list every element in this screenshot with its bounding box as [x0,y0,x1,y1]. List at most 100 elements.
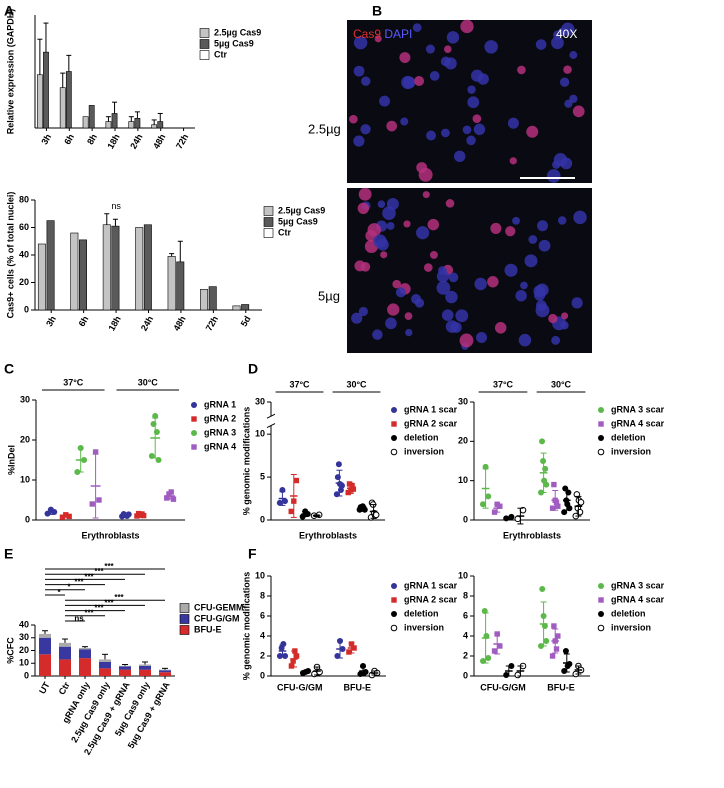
data-point [170,496,177,502]
data-point [281,498,288,505]
cell [460,19,474,34]
bar [70,232,79,311]
cell [552,160,561,169]
cell [518,333,532,347]
cell [472,114,482,124]
cell [569,51,578,59]
bar-segment [139,669,151,676]
x-tick-label: BFU-E [547,682,575,692]
legend-label: gRNA 3 scar [611,580,665,590]
y-tick-label: 0 [463,514,468,524]
data-point [140,512,147,519]
chart-panel: 0 10 20 30 Erythroblasts 37°C 30°C gRNA 3 scar g… [458,379,665,540]
panel-letter: B [372,3,382,19]
cell [438,266,447,275]
legend-marker [598,421,604,427]
comparison-label: *** [104,598,114,607]
data-point [346,649,352,655]
cell [351,312,363,324]
data-point [276,499,283,506]
cell [372,329,383,340]
y-tick-label: 30 [255,396,265,406]
legend-swatch [263,228,274,238]
axis-break [266,423,276,429]
y-tick-label: 8 [260,590,265,600]
comparison-label: *** [94,567,104,576]
cell [416,226,430,240]
legend-label: CFU-G/GM [194,613,240,623]
legend-marker [191,402,197,408]
data-point [164,495,170,501]
y-tick-label: 60 [19,222,29,232]
x-tick-label: BFU-E [344,682,372,692]
x-tick-label: Ctr [57,680,72,697]
y-tick-label: 0 [463,670,468,680]
cell [524,254,538,268]
y-axis-label: Cas9+ cells (% of total nuclei) [5,192,15,319]
y-tick-label: 4 [463,630,468,640]
data-point [549,505,556,511]
cell [476,332,488,344]
group-label: 30°C [551,379,572,389]
cell [557,216,567,225]
y-tick-label: 0 [25,514,30,524]
cell [509,157,517,165]
cell [572,105,585,118]
bar-segment [59,642,71,647]
y-tick-label: 0 [24,304,29,314]
chart-panel: C 0 10 20 30 %InDel Erythroblasts 37°C 30°C gRNA … [4,361,236,541]
legend-label: deletion [611,608,646,618]
bar-segment [159,672,171,676]
cell [535,39,547,50]
legend-swatch [179,625,190,635]
cell [563,65,572,74]
chart-panel: 0 2 4 6 8 10 CFU-G/GM BFU-E gRNA 3 scar gRNA 4 sc… [458,570,665,692]
x-tick-label: 3h [44,314,58,328]
cell [551,36,564,50]
legend-label: gRNA 2 scar [404,594,458,604]
cell [487,276,499,288]
stain-cas9: Cas9 [353,27,381,41]
bar [105,121,112,129]
data-point [168,489,174,495]
cell [559,77,570,87]
data-point [497,503,503,509]
legend-label: gRNA 2 [204,413,236,423]
y-tick-label: 10 [458,475,468,485]
cell [528,235,538,244]
bar [128,121,135,129]
cell [505,226,516,237]
group-label: 30°C [138,377,159,387]
data-point [553,646,560,652]
x-tick-label: CFU-G/GM [277,682,323,692]
y-tick-label: 40 [19,619,29,629]
data-point [540,458,547,464]
cell [551,335,561,345]
bar-segment [59,646,71,660]
data-point [551,623,557,629]
y-tick-label: 40 [19,249,29,259]
x-tick-label: 18h [106,314,122,332]
cell [360,124,371,135]
legend-label: gRNA 3 scar [611,404,665,414]
axis-break [266,413,276,419]
cell [466,135,476,146]
magnification: 40X [556,27,577,41]
cell [520,281,528,290]
bar-segment [99,661,111,669]
cell [426,130,437,141]
cell [515,290,527,302]
legend-label: gRNA 1 scar [404,404,458,414]
data-point [543,481,550,488]
cell [400,117,409,126]
cells [349,19,587,350]
cell [386,197,399,211]
data-point [514,515,522,523]
panel-letter: F [248,546,257,562]
legend-label: inversion [611,446,651,456]
y-tick-label: 30 [19,632,29,642]
data-point [288,508,294,515]
y-tick-label: 6 [260,610,265,620]
cell [474,277,487,291]
cell [418,167,433,182]
